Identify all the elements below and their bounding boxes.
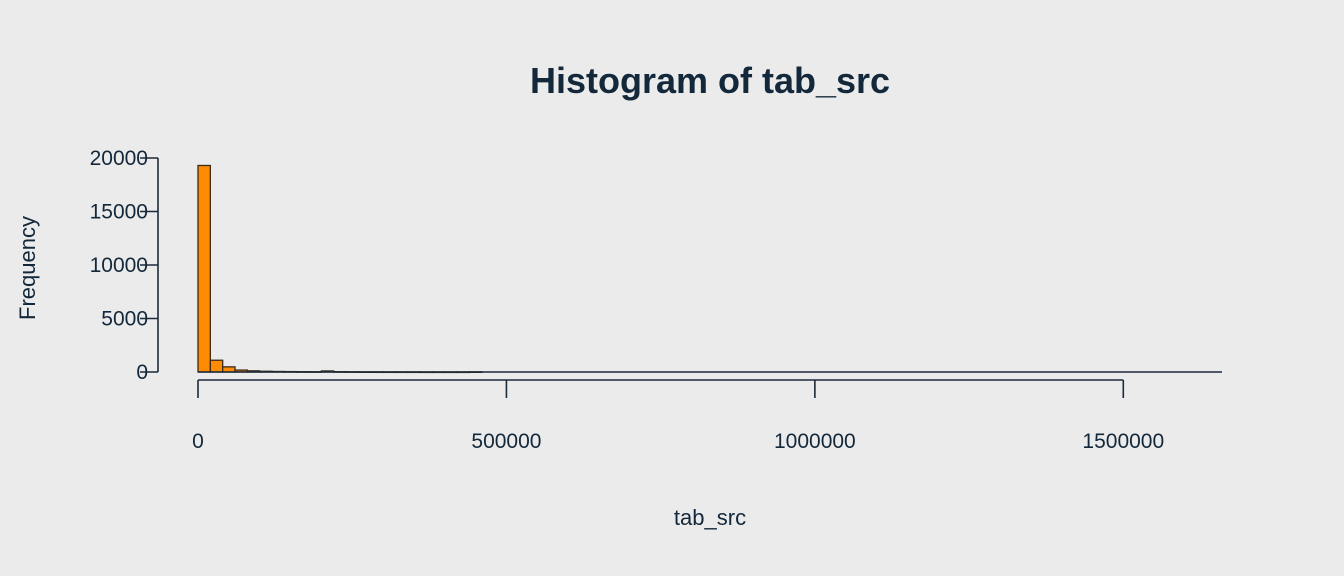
y-tick-label: 10000 <box>90 254 148 277</box>
histogram-bar <box>209 359 224 373</box>
y-axis: 0 5000 10000 15000 20000 <box>90 147 159 384</box>
x-tick-label: 1500000 <box>1082 430 1164 453</box>
histogram-bar <box>197 164 211 373</box>
y-tick-label: 15000 <box>90 201 148 224</box>
x-axis-label: tab_src <box>674 505 746 530</box>
y-tick-label: 20000 <box>90 147 148 170</box>
bars-group <box>197 164 1222 374</box>
chart-title: Histogram of tab_src <box>530 60 890 101</box>
y-tick-label: 0 <box>136 361 148 384</box>
x-tick-label: 1000000 <box>774 430 856 453</box>
y-tick-label: 5000 <box>101 308 148 331</box>
x-axis: 0 500000 1000000 1500000 <box>192 379 1164 453</box>
y-axis-label: Frequency <box>15 216 40 320</box>
x-tick-label: 0 <box>192 430 204 453</box>
x-tick-label: 500000 <box>471 430 541 453</box>
